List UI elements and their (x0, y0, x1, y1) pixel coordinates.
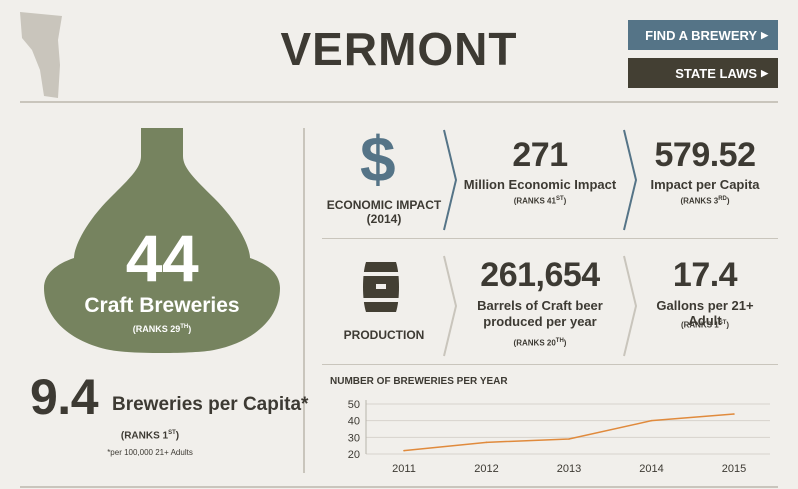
data-point (650, 419, 653, 422)
keg-icon (362, 262, 400, 312)
barrels-label: Barrels of Craft beer produced per year (477, 298, 603, 329)
x-tick-label: 2011 (392, 463, 416, 475)
economic-impact-desc: Million Economic Impact (463, 177, 617, 192)
data-point (403, 449, 405, 452)
y-tick-label: 30 (348, 432, 360, 444)
per-capita-label: Breweries per Capita* (112, 394, 309, 415)
economic-impact-rank: (RANKS 41ST) (513, 196, 567, 206)
impact-per-capita-rank: (RANKS 3RD) (680, 196, 730, 206)
economic-impact-label: ECONOMIC IMPACT (2014) (326, 198, 442, 226)
bottle-icon (44, 128, 280, 353)
chevron-divider-icon (443, 129, 458, 231)
find-brewery-button[interactable]: FIND A BREWERY ▶ (628, 20, 778, 50)
barrels-rank: (RANKS 20TH) (513, 338, 567, 348)
data-point (733, 413, 735, 415)
state-laws-label: STATE LAWS (675, 65, 758, 81)
per-capita-rank: (RANKS 1ST) (120, 430, 180, 442)
find-brewery-label: FIND A BREWERY (645, 27, 758, 43)
chevron-right-icon: ▶ (761, 67, 768, 78)
state-laws-button[interactable]: STATE LAWS ▶ (628, 58, 778, 88)
gallons-value: 17.4 (672, 256, 738, 294)
y-tick-label: 40 (348, 416, 360, 428)
x-tick-label: 2014 (639, 463, 663, 475)
y-tick-label: 50 (348, 399, 360, 411)
chevron-divider-icon (623, 255, 638, 357)
series-line (403, 413, 735, 452)
chevron-divider-icon (623, 129, 638, 231)
craft-breweries-label: Craft Breweries (84, 294, 240, 317)
impact-per-capita-value: 579.52 (654, 136, 757, 174)
chart-title: NUMBER OF BREWERIES PER YEAR (330, 376, 508, 387)
impact-per-capita-label: Impact per Capita (650, 177, 760, 192)
y-tick-label: 20 (348, 449, 360, 461)
x-tick-label: 2013 (557, 463, 581, 475)
column-divider (303, 128, 305, 473)
x-tick-label: 2012 (474, 463, 498, 475)
chevron-divider-icon (443, 255, 458, 357)
economic-impact-value: 271 (512, 136, 568, 174)
craft-breweries-rank: (RANKS 29TH) (132, 324, 192, 334)
gallons-rank: (RANKS 1ST) (680, 320, 730, 330)
breweries-per-year-chart: 20 30 40 50 2011 2012 2013 2014 2015 (348, 399, 770, 475)
data-point (485, 441, 488, 444)
dollar-icon: $ (360, 123, 396, 195)
vermont-map-icon (20, 12, 62, 98)
data-point (568, 438, 570, 440)
chevron-right-icon: ▶ (761, 29, 768, 40)
production-label: PRODUCTION (343, 328, 425, 342)
per-capita-value: 9.4 (30, 369, 99, 425)
footer-divider (20, 486, 778, 488)
barrels-value: 261,654 (480, 256, 600, 294)
section-divider (322, 238, 778, 239)
craft-breweries-count: 44 (125, 221, 199, 295)
page-title: VERMONT (280, 23, 518, 75)
header-divider (20, 101, 778, 103)
per-capita-footnote: *per 100,000 21+ Adults (107, 448, 193, 457)
section-divider (322, 364, 778, 365)
gallons-label: Gallons per 21+ Adult (656, 298, 754, 328)
x-tick-label: 2015 (722, 463, 746, 475)
